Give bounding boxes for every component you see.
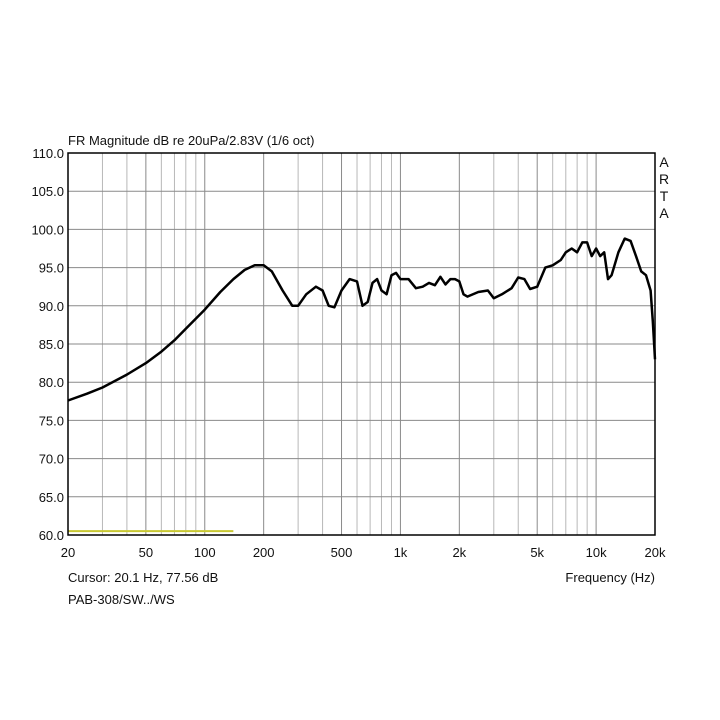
x-tick-label: 5k <box>530 545 544 560</box>
y-tick-label: 100.0 <box>31 222 64 237</box>
side-label: ARTA <box>656 154 672 222</box>
x-tick-label: 2k <box>452 545 466 560</box>
y-tick-label: 90.0 <box>39 299 64 314</box>
x-tick-label: 100 <box>194 545 216 560</box>
x-tick-label: 10k <box>586 545 607 560</box>
x-tick-label: 1k <box>394 545 408 560</box>
x-tick-label: 20 <box>61 545 75 560</box>
y-tick-label: 85.0 <box>39 337 64 352</box>
cursor-text: Cursor: 20.1 Hz, 77.56 dB <box>68 570 218 585</box>
fr-line <box>67 237 657 402</box>
y-tick-label: 80.0 <box>39 375 64 390</box>
x-tick-label: 50 <box>139 545 153 560</box>
y-tick-label: 70.0 <box>39 452 64 467</box>
y-tick-label: 60.0 <box>39 528 64 543</box>
y-tick-label: 75.0 <box>39 413 64 428</box>
y-tick-label: 65.0 <box>39 490 64 505</box>
x-tick-label: 500 <box>331 545 353 560</box>
x-axis-label: Frequency (Hz) <box>565 570 655 585</box>
x-tick-label: 20k <box>645 545 666 560</box>
x-tick-label: 200 <box>253 545 275 560</box>
file-text: PAB-308/SW../WS <box>68 592 175 607</box>
y-tick-label: 110.0 <box>32 146 64 161</box>
y-tick-label: 95.0 <box>39 261 64 276</box>
y-tick-label: 105.0 <box>31 184 64 199</box>
chart-title: FR Magnitude dB re 20uPa/2.83V (1/6 oct) <box>68 133 314 148</box>
